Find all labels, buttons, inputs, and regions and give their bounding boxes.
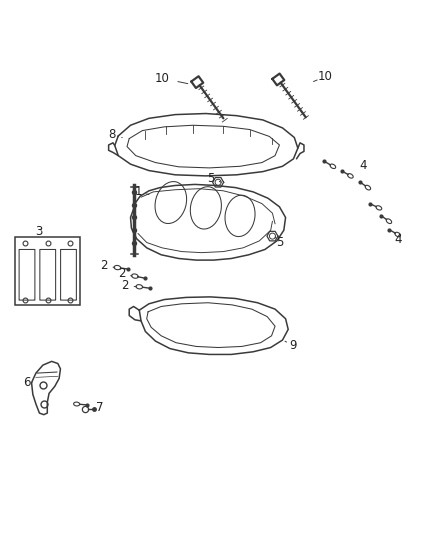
Text: 5: 5 (208, 172, 215, 185)
Text: 9: 9 (289, 339, 297, 352)
Text: 6: 6 (23, 376, 31, 389)
Text: 7: 7 (96, 401, 104, 414)
Text: 2: 2 (118, 268, 126, 280)
Text: 2: 2 (100, 259, 108, 272)
Text: 3: 3 (35, 225, 42, 238)
Text: 4: 4 (394, 233, 402, 246)
Text: 2: 2 (121, 279, 129, 292)
Text: 5: 5 (276, 236, 283, 249)
Bar (15, 237, 80, 305)
Text: 1: 1 (134, 185, 142, 198)
Text: 10: 10 (318, 70, 332, 83)
Text: 10: 10 (155, 72, 170, 85)
Text: 4: 4 (360, 159, 367, 172)
Text: 8: 8 (108, 128, 115, 141)
